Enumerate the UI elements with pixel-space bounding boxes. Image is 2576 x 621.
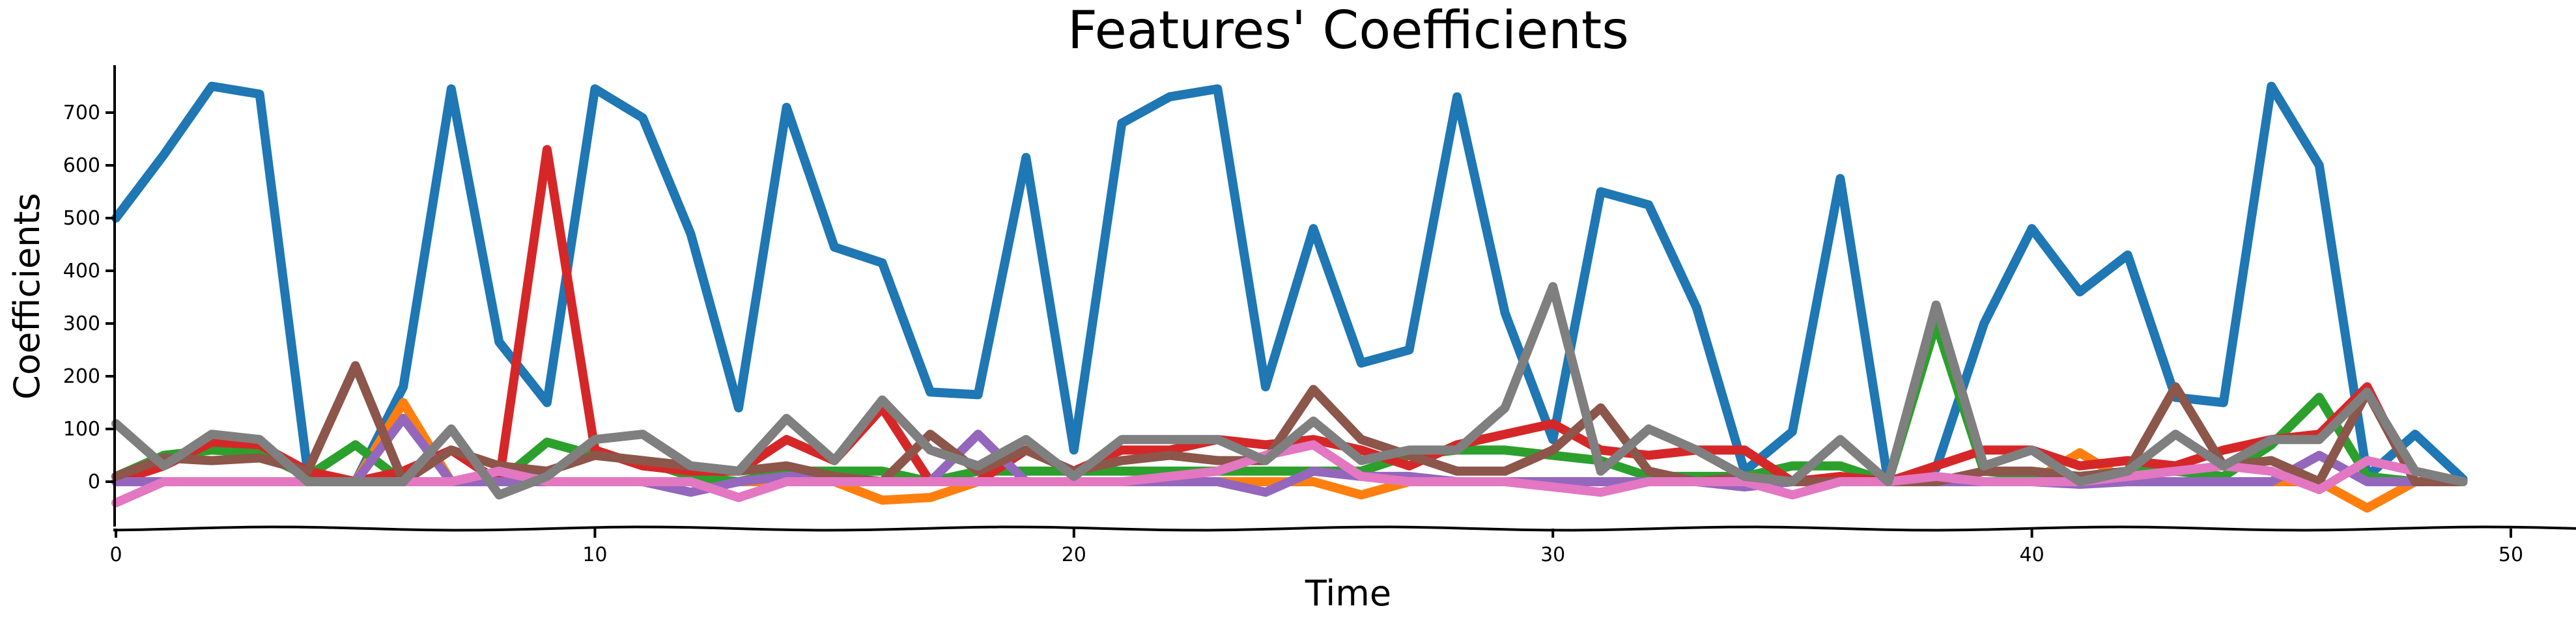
y-axis-title: Coefficients [7, 193, 48, 400]
x-tick-label: 40 [2020, 544, 2045, 566]
y-tick-label: 400 [63, 260, 100, 283]
x-tick-label: 30 [1540, 544, 1565, 566]
y-axis: 0 100 200 300 400 500 600 700 [63, 65, 116, 527]
x-tick-label: 20 [1062, 544, 1086, 566]
x-tick-label: 10 [582, 544, 607, 566]
x-tick-label: 50 [2498, 544, 2523, 566]
series-layer [111, 81, 2468, 513]
y-tick-label: 200 [63, 365, 100, 388]
series-line-1 [111, 81, 2468, 486]
y-tick-label: 300 [63, 312, 100, 335]
y-tick-label: 700 [63, 102, 100, 124]
chart-title: Features' Coefficients [1068, 0, 1629, 61]
y-tick-label: 600 [63, 154, 100, 177]
series-line-8 [111, 282, 2468, 500]
x-tick-label: 0 [109, 544, 122, 566]
x-axis-title: Time [1305, 573, 1391, 614]
y-tick-label: 500 [63, 207, 100, 230]
x-axis: 0 10 20 30 40 50 [109, 525, 2576, 566]
y-tick-label: 100 [63, 418, 100, 441]
y-tick-label: 0 [88, 471, 100, 493]
x-axis-line [113, 525, 2576, 532]
